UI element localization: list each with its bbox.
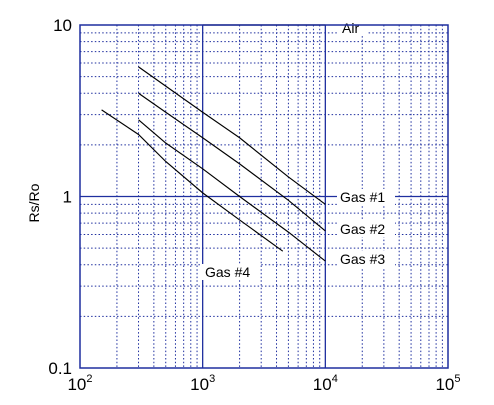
series-line-gas-3: [138, 119, 326, 262]
x-tick-label: 102: [67, 373, 92, 394]
x-tick-exponent: 2: [86, 373, 92, 385]
annotation-box: [337, 251, 395, 267]
series-layer: [101, 24, 326, 262]
series-annotation: Air: [342, 20, 359, 36]
series-annotation: Gas #2: [340, 221, 385, 237]
x-tick-label: 105: [435, 373, 460, 394]
annotation-box: [337, 189, 395, 205]
series-annotation: Gas #1: [340, 189, 385, 205]
series-line-gas-1: [138, 66, 326, 205]
annotation-box: [339, 20, 367, 36]
x-tick-label: 104: [313, 373, 338, 394]
y-tick-label: 10: [53, 16, 72, 35]
y-tick-label: 1: [63, 188, 72, 207]
annotation-layer: Air Gas #1 Gas #2 Gas #3 Gas #4: [202, 20, 395, 280]
series-line-gas-2: [138, 92, 326, 232]
x-tick-base: 10: [313, 375, 332, 394]
annotation-box: [202, 264, 260, 280]
x-tick-base: 10: [190, 375, 209, 394]
x-tick-exponent: 3: [209, 373, 215, 385]
series-annotation: Gas #3: [340, 251, 385, 267]
series-annotation: Gas #4: [205, 264, 250, 280]
plot-frame: [79, 24, 449, 369]
y-axis-label: Rs/Ro: [26, 183, 42, 222]
x-tick-exponent: 5: [454, 373, 460, 385]
series-line-gas-4: [101, 109, 284, 252]
x-tick-label: 103: [190, 373, 215, 394]
x-tick-exponent: 4: [332, 373, 338, 385]
annotation-box: [337, 221, 395, 237]
y-tick-label: 0.1: [48, 359, 72, 378]
x-tick-base: 10: [435, 375, 454, 394]
x-tick-base: 10: [67, 375, 86, 394]
